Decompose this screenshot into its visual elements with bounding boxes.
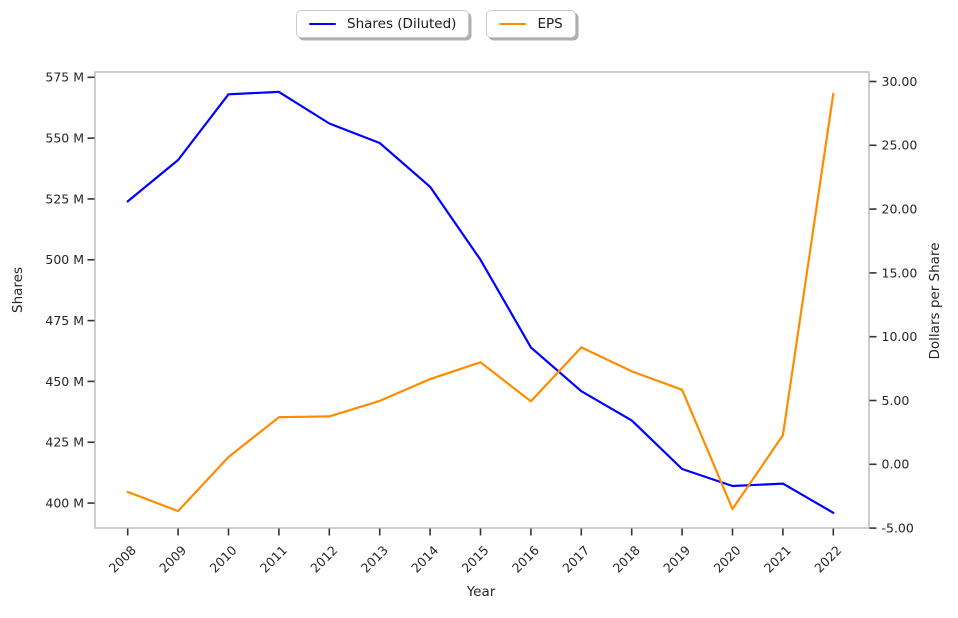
x-tick-label: 2017 [559, 543, 592, 576]
y-right-tick-label: 15.00 [882, 265, 918, 280]
x-tick-label: 2014 [408, 542, 441, 575]
y-right-tick-label: 5.00 [882, 393, 910, 408]
y-axis-label-right: Dollars per Share [927, 243, 943, 360]
y-left-tick-label: 475 M [45, 313, 84, 328]
series-line-shares-diluted [126, 90, 835, 514]
legend-line-sample-shares [309, 22, 336, 26]
legend-item-shares-diluted: Shares (Diluted) [296, 10, 470, 38]
x-tick-label: 2016 [509, 542, 542, 575]
y-left-tick-label: 550 M [45, 131, 84, 146]
legend-label-shares: Shares (Diluted) [347, 16, 457, 32]
y-right-tick-label: 20.00 [882, 202, 918, 217]
legend-label-eps: EPS [537, 16, 563, 32]
y-left-tick-label: 525 M [45, 191, 84, 206]
x-tick-label: 2008 [106, 542, 139, 575]
x-tick-label: 2018 [610, 542, 643, 575]
legend-line-sample-eps [499, 22, 527, 26]
y-right-tick-label: 25.00 [882, 138, 918, 153]
y-left-tick-label: 425 M [45, 435, 84, 450]
x-tick-label: 2009 [156, 542, 189, 575]
x-tick-label: 2010 [207, 542, 240, 575]
plot-frame [94, 71, 870, 529]
y-left-tick-label: 400 M [45, 495, 84, 510]
y-axis-label-left: Shares [10, 267, 26, 313]
y-right-tick-label: 10.00 [882, 329, 918, 344]
x-tick-label: 2021 [761, 543, 794, 576]
y-right-tick-label: 30.00 [882, 74, 918, 89]
y-right-tick-label: 0.00 [882, 457, 910, 472]
x-tick-label: 2013 [358, 543, 391, 576]
legend: Shares (Diluted) EPS [296, 10, 576, 38]
series-line-eps [126, 92, 835, 513]
x-tick-label: 2019 [660, 542, 693, 575]
x-tick-label: 2020 [711, 542, 744, 575]
y-left-tick-label: 450 M [45, 374, 84, 389]
y-left-tick-label: 575 M [45, 70, 84, 85]
x-tick-label: 2011 [257, 543, 290, 576]
y-right-tick-label: -5.00 [882, 521, 914, 536]
x-tick-label: 2015 [459, 543, 492, 576]
x-tick-label: 2022 [811, 543, 844, 576]
y-left-tick-label: 500 M [45, 252, 84, 267]
x-tick-label: 2012 [307, 543, 340, 576]
x-axis-label: Year [466, 584, 496, 600]
legend-item-eps: EPS [486, 10, 576, 38]
